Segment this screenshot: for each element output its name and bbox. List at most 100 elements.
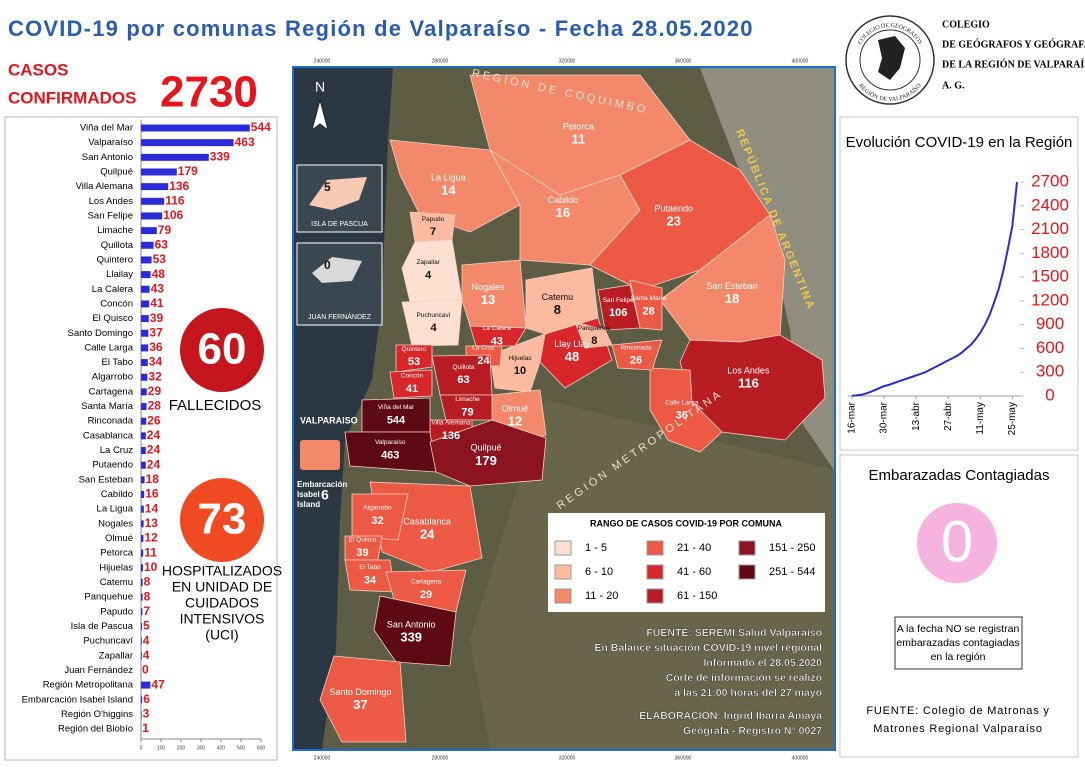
x-tick-label: 300 — [197, 745, 206, 751]
inset-name: JUAN FERNÁNDEZ — [308, 312, 372, 321]
commune-name: La Calera — [483, 325, 512, 332]
y-tick-label: Región del Biobío — [58, 724, 133, 735]
commune-name: Quillota — [452, 364, 474, 371]
deaths-circle — [180, 308, 264, 392]
city-label: VALPARAISO — [300, 415, 358, 425]
commune-name: El Tabo — [359, 564, 381, 571]
value-label: 48 — [152, 267, 166, 281]
commune-cases: 16 — [556, 205, 570, 220]
inset-cases: 5 — [324, 180, 331, 194]
commune-cases: 4 — [425, 269, 432, 281]
commune — [611, 339, 663, 371]
legend-label: 61 - 150 — [677, 590, 717, 602]
commune-name: Santa María — [631, 295, 667, 302]
y-tick-label: Panquehue — [84, 592, 133, 603]
y-tick-label: Petorca — [100, 548, 133, 559]
commune-name: Llay Llay — [554, 339, 590, 349]
value-label: 24 — [147, 443, 161, 457]
inset — [296, 242, 383, 326]
y-tick-label: Juan Fernández — [64, 665, 133, 676]
value-label: 43 — [151, 281, 165, 295]
inset-cases: 0 — [324, 258, 331, 272]
evolution-panel — [839, 116, 1079, 451]
pregnant-title: Embarazadas Contagiadas — [869, 467, 1050, 484]
y-tick-label: Viña del Mar — [80, 123, 133, 134]
y-tick-label: 2700 — [1031, 171, 1069, 190]
bar — [141, 168, 177, 176]
value-label: 116 — [165, 193, 185, 207]
y-tick-label: Algarrobo — [92, 372, 133, 383]
commune — [401, 239, 463, 303]
value-label: 36 — [149, 340, 163, 354]
commune-name: San Felipe — [603, 297, 634, 304]
y-tick-label: Quillota — [101, 240, 134, 251]
line — [851, 181, 1018, 397]
legend-label: 41 - 60 — [677, 566, 711, 578]
y-tick-label: Región Metropolitana — [43, 680, 134, 691]
island — [312, 257, 362, 283]
bar — [141, 212, 163, 220]
y-tick-label: La Cruz — [100, 445, 134, 456]
commune — [351, 493, 409, 541]
icu-label: HOSPITALIZADOS — [162, 563, 282, 579]
y-tick-label: San Esteban — [79, 474, 133, 485]
y-tick-label: 600 — [1036, 338, 1064, 357]
map-source: En Balance situación COVID-19 nivel regi… — [594, 642, 822, 654]
y-tick-label: Santa María — [81, 401, 133, 412]
coord-label: 360000 — [675, 58, 692, 64]
ship-icon — [300, 440, 340, 470]
value-label: 53 — [153, 252, 167, 266]
commune-name: Cartagena — [411, 579, 442, 586]
confirmed-label: CONFIRMADOS — [8, 88, 136, 107]
bar — [141, 476, 145, 484]
y-tick-label: La Calera — [92, 284, 134, 295]
icu-circle — [180, 478, 264, 562]
pregnant-circle — [917, 503, 997, 583]
icu-label: EN UNIDAD DE — [172, 579, 272, 595]
value-label: 6 — [143, 692, 150, 706]
logo-text: COLEGIO — [942, 19, 990, 30]
y-tick-label: Quilpué — [100, 166, 133, 177]
value-label: 3 — [143, 707, 150, 721]
commune-cases: 463 — [381, 449, 399, 461]
commune-cases: 29 — [420, 589, 432, 601]
legend-swatch — [554, 540, 572, 556]
y-tick-label: La Ligua — [97, 504, 134, 515]
commune-name: La Ligua — [431, 173, 466, 183]
y-tick-label: Cartagena — [89, 386, 134, 397]
bar — [141, 388, 147, 396]
value-label: 1 — [142, 721, 149, 735]
commune-name: San Antonio — [387, 620, 436, 630]
value-label: 8 — [144, 589, 151, 603]
commune — [401, 299, 463, 347]
bar — [141, 549, 144, 557]
map-source: FUENTE: SEREMI Salud Valparaíso — [646, 627, 822, 639]
y-tick-label: Isla de Pascua — [71, 621, 134, 632]
coord-label: 360000 — [675, 755, 692, 761]
commune-cases: 41 — [406, 383, 418, 395]
commune-name: La Cruz — [472, 345, 495, 352]
bar — [141, 300, 150, 308]
x-tick-label: 200 — [177, 745, 186, 751]
commune-cases: 53 — [408, 356, 420, 368]
commune-cases: 339 — [400, 630, 422, 645]
commune-name: Panquehue — [578, 325, 612, 332]
bar — [141, 344, 149, 352]
value-label: 18 — [146, 472, 160, 486]
pregnant-note: en la región — [931, 651, 986, 663]
commune — [629, 279, 663, 331]
coord-label: 400000 — [792, 58, 809, 64]
y-tick-label: 1800 — [1031, 243, 1069, 262]
y-tick-label: Cabildo — [101, 489, 133, 500]
pregnant-source: FUENTE: Colegio de Matronas y — [866, 705, 1049, 717]
commune-cases: 26 — [630, 355, 642, 367]
value-label: 63 — [155, 237, 169, 251]
bar — [141, 256, 152, 264]
bar — [141, 285, 150, 293]
ocean — [294, 68, 393, 749]
bar — [141, 710, 142, 718]
x-tick-label: 13-abr — [911, 401, 922, 431]
y-tick-label: 1500 — [1031, 267, 1069, 286]
commune-name: San Esteban — [706, 281, 758, 291]
